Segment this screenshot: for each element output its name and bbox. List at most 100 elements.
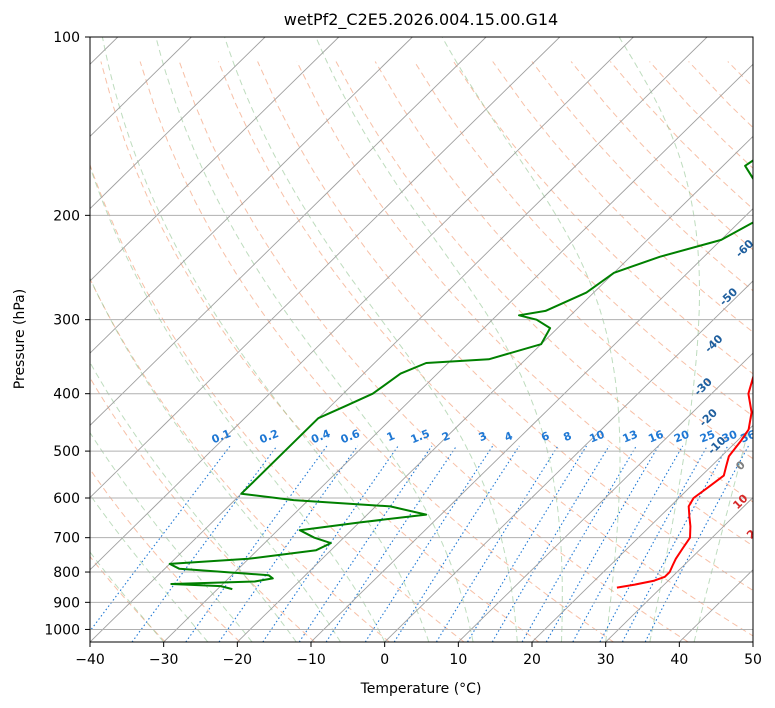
isotherm-label: 20 (744, 522, 764, 542)
x-tick-label: 40 (670, 652, 688, 668)
moist-adiabat-line (693, 409, 753, 642)
mixing-ratio-label: 25 (698, 428, 717, 446)
moist-adiabat-line (101, 37, 430, 642)
moist-adiabats (90, 37, 753, 642)
dry-adiabats (90, 61, 775, 643)
dewpoint-profile (168, 159, 753, 591)
dry-adiabat-line (413, 61, 753, 417)
moist-adiabat-line (441, 37, 621, 642)
isotherm-line (605, 496, 753, 642)
x-axis: −40 −30 −20 −10 0 10 20 30 40 50 (75, 642, 762, 668)
x-tick-label: −20 (223, 652, 253, 668)
dry-adiabat-line (767, 62, 775, 643)
y-tick-label: 400 (53, 387, 80, 403)
y-tick-label: 500 (53, 444, 80, 460)
moist-adiabat-line (90, 361, 297, 642)
mixing-ratio-label: 10 (587, 428, 606, 446)
mixing-ratio-label: 3 (477, 429, 489, 444)
dry-adiabat-line (139, 61, 614, 642)
moist-adiabat-line (90, 431, 253, 642)
isobars (90, 37, 753, 630)
dry-adiabat-line (492, 61, 753, 333)
moist-adiabat-line (90, 551, 165, 642)
dry-adiabat-line (100, 61, 540, 642)
isotherm-line (531, 424, 753, 642)
isotherm-line (457, 352, 753, 642)
moist-adiabat-line (90, 277, 341, 642)
isotherm-label: -70 (751, 190, 775, 213)
isotherm-label: 40 (767, 586, 775, 606)
mixing-ratio-line (262, 445, 399, 642)
mixing-ratio-line (298, 445, 433, 642)
y-tick-label: 700 (53, 531, 80, 547)
isotherm-line (90, 37, 634, 571)
background-lines (90, 37, 775, 643)
y-tick-label: 600 (53, 491, 80, 507)
x-axis-title: Temperature (°C) (360, 681, 482, 697)
x-tick-label: 50 (744, 652, 762, 668)
y-tick-label: 300 (53, 313, 80, 329)
mixing-ratio-line (218, 445, 359, 642)
x-tick-label: 10 (449, 652, 467, 668)
moist-adiabat-line (155, 37, 474, 642)
mixing-ratio-line (467, 445, 587, 642)
moist-adiabat-line (90, 493, 209, 642)
mixing-ratio-label: 16 (646, 428, 665, 446)
dry-adiabat-line (257, 61, 753, 592)
isotherm-label: 30 (751, 558, 771, 578)
profiles (168, 159, 753, 591)
y-tick-label: 200 (53, 208, 80, 224)
mixing-ratio-line (364, 445, 494, 642)
dry-adiabat-line (90, 376, 316, 642)
y-tick-label: 100 (53, 30, 80, 46)
isotherm-line (678, 569, 753, 642)
temperature-profile (616, 374, 753, 589)
dry-adiabat-line (217, 61, 753, 637)
isotherm-line (752, 641, 753, 642)
isotherm-line (90, 37, 413, 354)
dry-adiabat-line (335, 61, 753, 503)
y-axis-title: Pressure (hPa) (12, 289, 28, 389)
plot-frame (89, 36, 754, 643)
isotherm-line (163, 63, 753, 642)
mixing-ratio-line (599, 445, 708, 642)
dry-adiabat-line (453, 61, 753, 375)
isotherm-line (90, 37, 561, 499)
dry-adiabat-line (296, 61, 753, 547)
y-tick-label: 1000 (44, 622, 80, 638)
y-tick-label: 800 (53, 565, 80, 581)
y-axis: 100 200 300 400 500 600 700 800 900 1000 (44, 30, 90, 638)
mixing-ratio-label: 13 (621, 428, 640, 446)
isotherm-line (236, 135, 753, 642)
x-tick-label: 20 (523, 652, 541, 668)
y-tick-label: 900 (53, 595, 80, 611)
plot-area (90, 37, 753, 642)
mixing-ratio-label: 36 (738, 428, 757, 446)
moist-adiabat-line (315, 37, 563, 642)
chart-title: wetPf2_C2E5.2026.004.15.00.G14 (284, 10, 558, 30)
isotherm-line (310, 208, 753, 642)
mixing-ratio-label: 30 (720, 428, 739, 446)
mixing-ratio-line (491, 445, 610, 642)
mixing-ratio-label: 20 (672, 428, 691, 446)
x-tick-label: −10 (296, 652, 326, 668)
x-tick-label: 30 (597, 652, 615, 668)
mixing-ratio-line (435, 445, 559, 642)
mixing-ratio-line (325, 445, 458, 642)
dry-adiabat-line (90, 468, 241, 642)
mixing-ratio-label: 1 (385, 429, 397, 444)
moist-adiabat-line (224, 37, 518, 642)
dry-adiabat-line (374, 61, 753, 460)
mixing-ratio-line (572, 445, 684, 642)
isotherm-line (90, 37, 487, 427)
moist-adiabat-line (618, 37, 701, 642)
mixing-ratio-line (185, 445, 328, 642)
isotherm-label: -80 (767, 146, 775, 169)
x-tick-label: 0 (380, 652, 389, 668)
plot-background (90, 37, 753, 642)
dry-adiabat-line (178, 61, 689, 642)
mixing-ratio-label: 8 (562, 429, 574, 444)
x-tick-label: −30 (149, 652, 179, 668)
mixing-ratio-label: 2 (440, 429, 452, 444)
